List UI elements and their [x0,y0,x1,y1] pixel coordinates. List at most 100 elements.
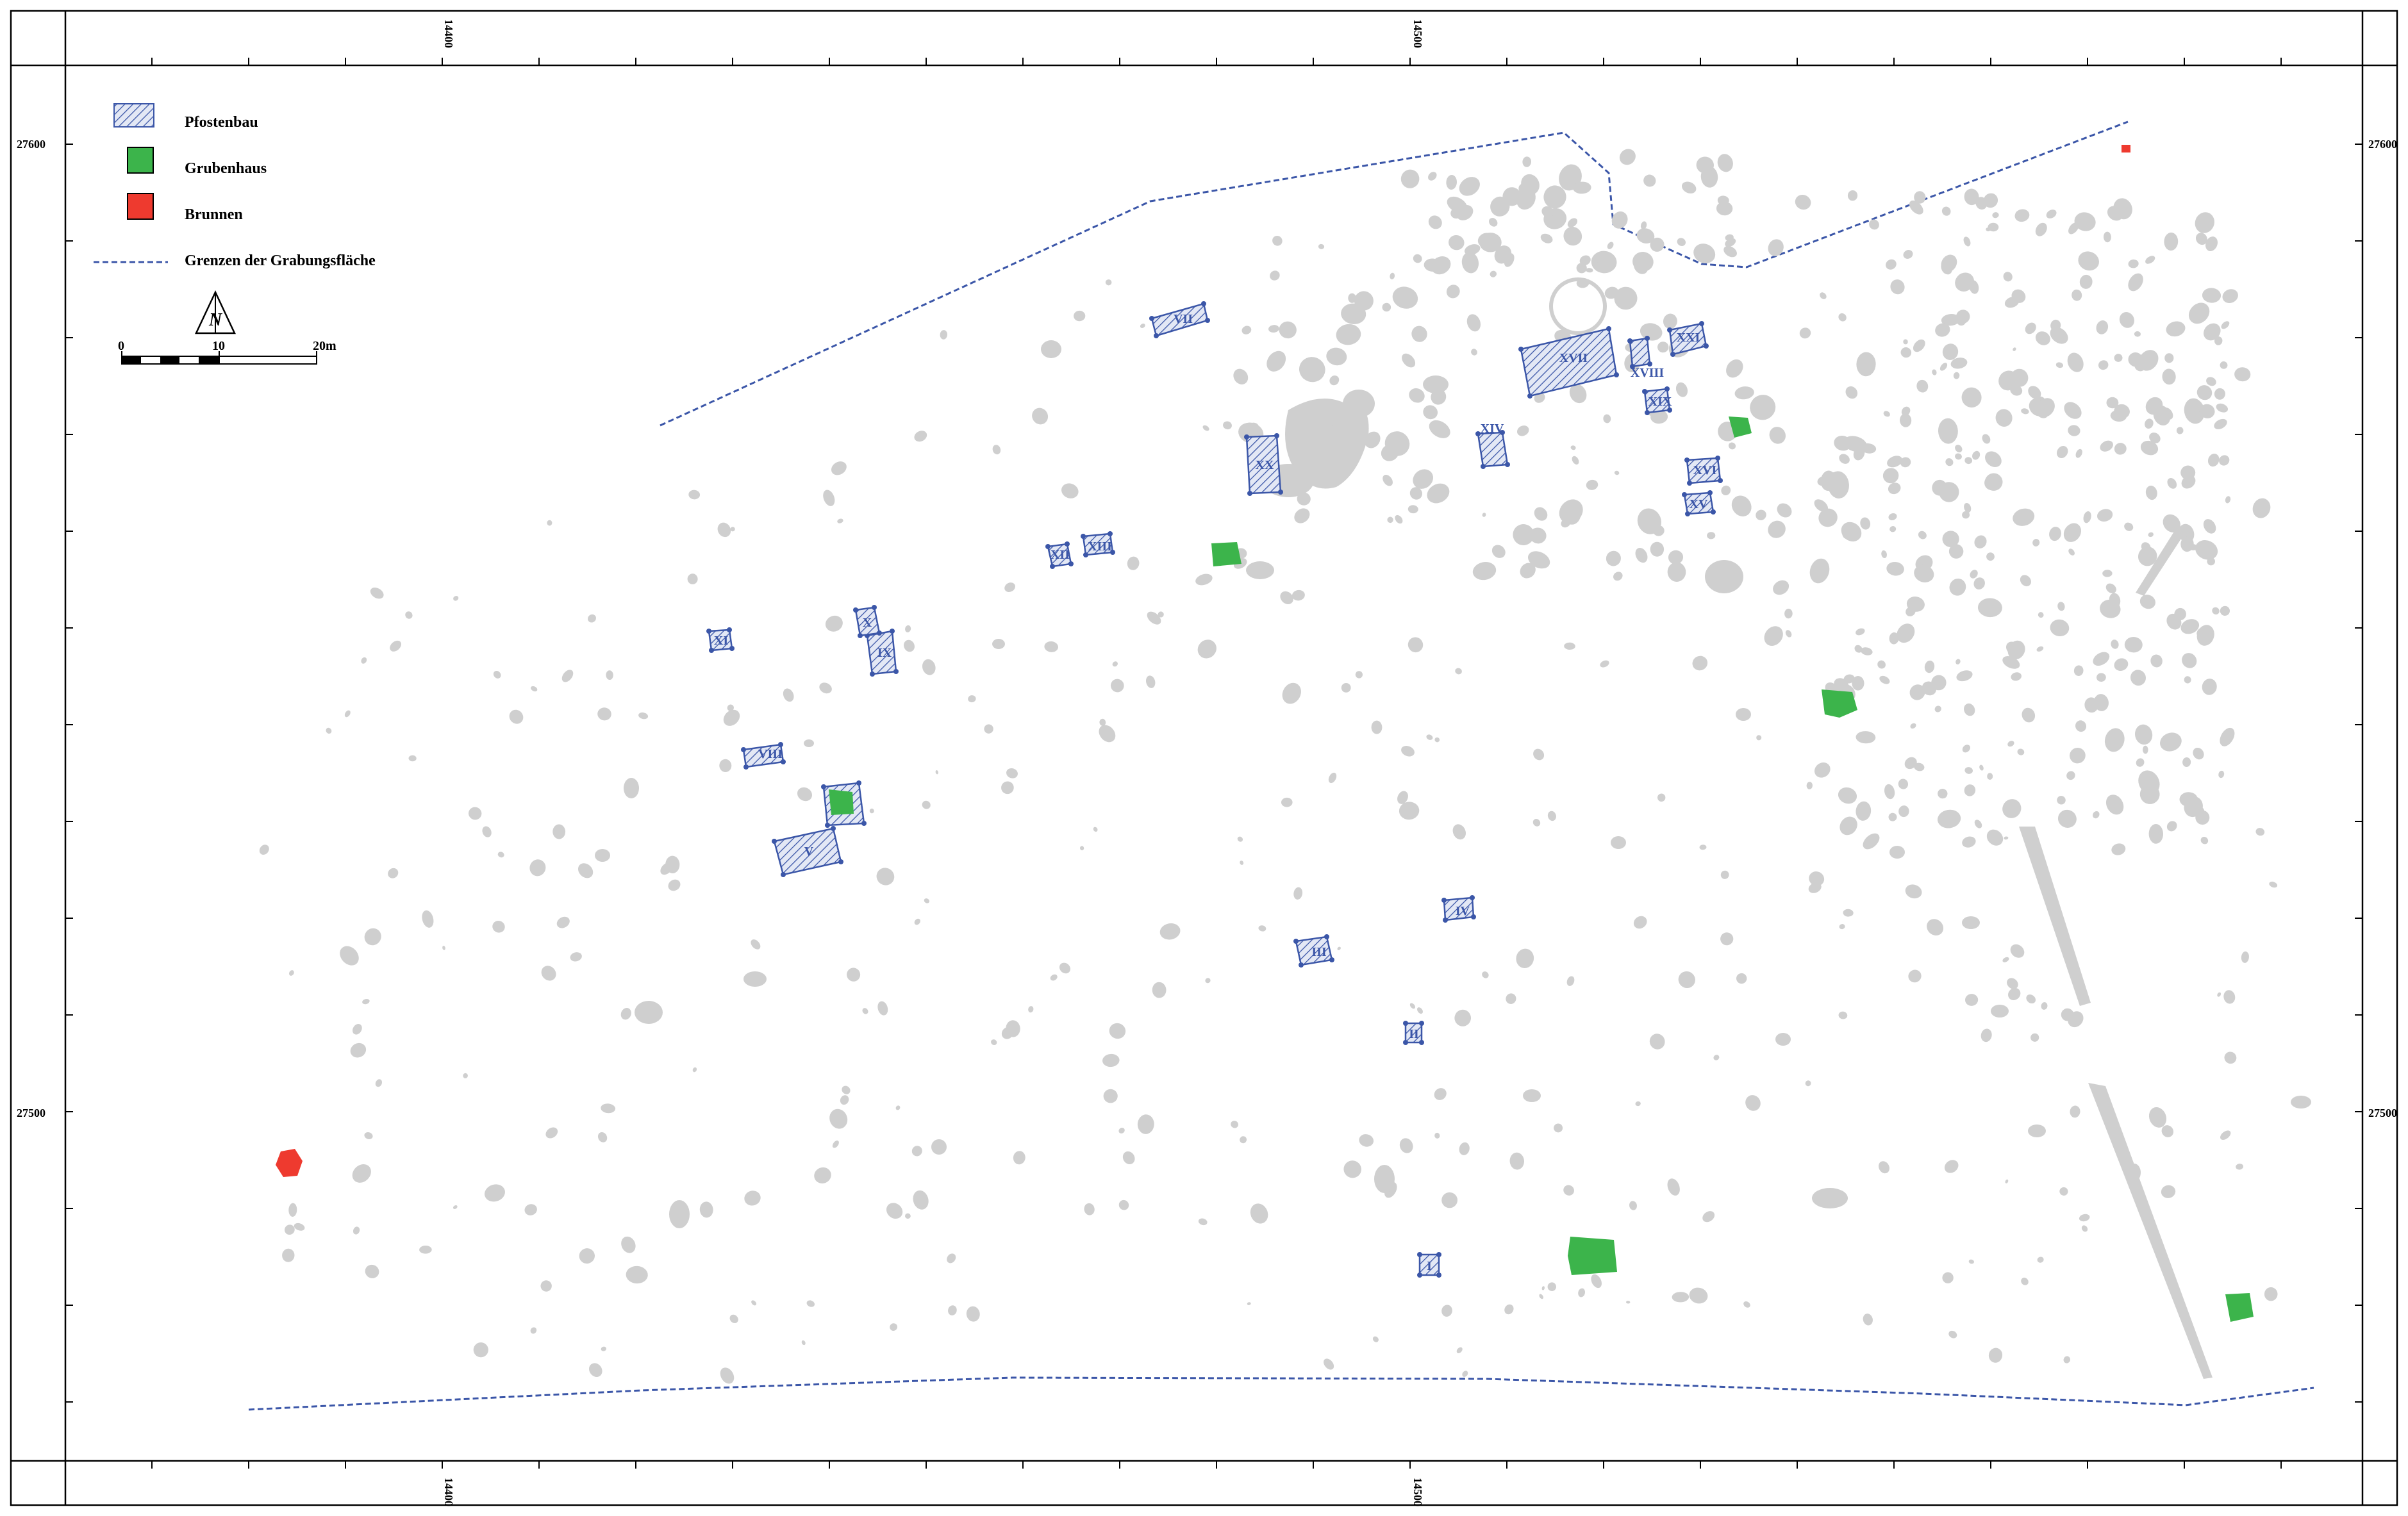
feature-pit [2182,653,2197,668]
frame-ticks [65,58,2362,1469]
feature-pit [922,659,936,675]
feature-pit [2106,397,2119,409]
post-hole [1403,1021,1408,1026]
feature-pit [2196,625,2214,646]
feature-pit [2148,1107,2167,1128]
post-hole [1627,338,1632,343]
feature-pit [1726,359,1743,378]
feature-pit [1941,206,1951,216]
feature-pit [1898,779,1909,789]
feature-pit [1409,388,1425,403]
feature-pit [751,939,761,950]
feature-pit [2167,478,2177,489]
northing-label-right-27600: 27600 [2368,138,2397,151]
feature-pit [2128,259,2139,268]
feature-pit [364,928,381,946]
feature-pit [842,1085,851,1094]
post-hole [1505,462,1510,467]
feature-pit [1681,181,1697,194]
legend-swatch-grubenhaus [127,147,154,174]
feature-pit [1270,270,1280,281]
pfostenbau-label: VIII [758,747,783,761]
feature-pit [1847,190,1858,201]
feature-pit [482,826,492,837]
feature-pit [2068,425,2080,436]
feature-pit [840,1095,849,1105]
feature-pit [2255,828,2265,836]
feature-pit [2035,222,2047,236]
feature-pit [692,1067,697,1073]
post-hole [890,629,895,634]
pfostenbau-label: V [804,845,814,859]
feature-pit [1359,1134,1374,1147]
feature-pit [1409,1003,1416,1009]
feature-pit [419,1245,432,1254]
feature-pit [2193,747,2204,760]
post-hole [1050,564,1055,569]
pfostenbau-label: II [1409,1027,1419,1041]
feature-pit-large [635,1001,663,1024]
feature-pit [1962,836,1976,848]
feature-pit [1387,516,1393,523]
feature-pit [2011,672,2022,681]
pfostenbau-label: XVII [1559,351,1588,365]
feature-pit [1898,805,1909,818]
feature-pit [1827,471,1849,498]
feature-pit [2066,771,2075,780]
feature-pit-large [804,739,814,747]
feature-pit [1888,812,1897,821]
feature-pit [282,1248,295,1262]
feature-pit [2196,385,2213,400]
post-hole [706,629,711,634]
feature-pit [1934,705,1941,713]
feature-pit [1635,1101,1641,1107]
feature-pit [2139,595,2155,609]
feature-pit [924,898,930,903]
feature-pit-large [624,778,639,798]
post-hole [778,742,783,747]
feature-pit [2163,408,2173,420]
feature-pit [2111,639,2119,649]
feature-pit [1395,515,1403,524]
feature-pit [1145,675,1156,688]
feature-pit [1964,457,1973,465]
feature-pit [1839,924,1845,930]
feature-pit [601,1346,606,1351]
feature-pit [556,916,570,928]
feature-pit [2161,1185,2176,1198]
feature-pit [1897,623,1915,643]
feature-pit [2036,646,2044,652]
feature-pit [1597,251,1615,269]
feature-pit [1578,1288,1585,1298]
feature-pit [2067,352,2084,372]
feature-pit [1461,252,1479,274]
feature-pit [2145,485,2157,500]
feature-pit [2102,570,2113,577]
feature-pit [1567,218,1578,227]
post-hole [1083,552,1088,557]
pfostenbau-label: XIV [1481,422,1504,436]
feature-pit [2105,583,2116,593]
feature-pit [1768,520,1786,538]
post-hole [1299,962,1304,968]
feature-pit [2075,449,2082,458]
feature-pit [1702,1211,1715,1223]
feature-pit [1105,279,1112,286]
post-hole [1645,336,1650,341]
post-hole [781,872,786,877]
feature-pit [2002,957,2009,962]
feature-pit [1074,310,1086,322]
feature-pit [2100,440,2113,452]
feature-pit [408,755,417,762]
feature-pit [597,707,611,721]
feature-pit [1877,660,1886,669]
pfostenbau-ix: IX [865,629,899,677]
feature-pit [1109,1023,1126,1039]
feature-pit [1456,1347,1463,1354]
feature-pit [723,709,740,726]
post-hole [1274,433,1279,438]
feature-pit [1570,445,1576,450]
feature-pit [1743,1301,1750,1308]
feature-pit [1586,268,1593,273]
